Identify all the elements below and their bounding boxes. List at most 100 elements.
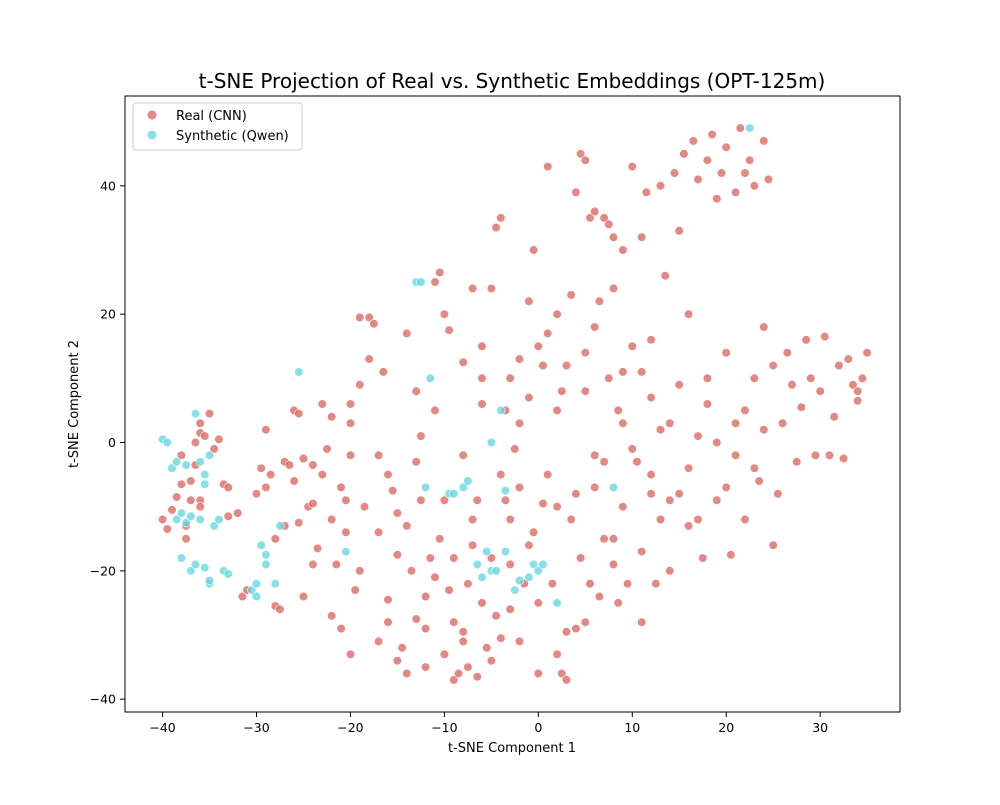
point-real-172 (665, 418, 675, 428)
point-synthetic-57 (552, 598, 562, 608)
point-real-79 (421, 623, 431, 634)
point-synthetic-14 (195, 457, 205, 467)
point-real-91 (453, 668, 464, 679)
point-real-62 (374, 527, 384, 537)
point-real-211 (796, 402, 807, 412)
point-real-101 (477, 341, 487, 351)
point-synthetic-27 (256, 540, 266, 550)
point-real-131 (557, 386, 567, 396)
plot-frame (124, 95, 901, 713)
y-tick-label: 0 (108, 435, 116, 450)
point-real-133 (561, 675, 572, 685)
point-real-192 (730, 187, 741, 197)
point-real-85 (439, 649, 450, 659)
point-real-65 (383, 470, 393, 480)
point-real-282 (439, 309, 450, 319)
point-real-84 (435, 267, 445, 278)
point-real-16 (200, 431, 210, 441)
point-synthetic-21 (214, 514, 224, 525)
point-real-264 (749, 463, 760, 473)
point-real-225 (862, 348, 872, 358)
point-real-218 (829, 412, 839, 422)
point-real-243 (505, 373, 515, 383)
point-real-214 (810, 450, 821, 460)
point-real-72 (402, 668, 412, 679)
point-synthetic-17 (200, 562, 210, 573)
point-synthetic-29 (261, 559, 271, 570)
point-real-280 (364, 354, 374, 364)
point-real-164 (641, 187, 652, 197)
point-real-141 (580, 348, 590, 358)
point-real-165 (646, 489, 656, 499)
point-synthetic-37 (425, 373, 435, 383)
point-real-36 (294, 409, 304, 419)
point-real-256 (430, 572, 440, 582)
point-synthetic-4 (172, 514, 182, 525)
point-real-96 (468, 283, 478, 294)
point-real-21 (223, 511, 233, 521)
point-real-179 (688, 136, 698, 146)
point-synthetic-36 (421, 482, 431, 493)
point-synthetic-26 (251, 579, 262, 589)
point-real-28 (261, 482, 271, 493)
point-real-103 (486, 656, 497, 666)
point-real-284 (514, 418, 525, 428)
point-real-249 (674, 380, 684, 390)
point-real-205 (768, 360, 778, 371)
point-real-61 (369, 319, 379, 329)
point-synthetic-48 (496, 405, 506, 416)
point-synthetic-52 (514, 575, 525, 586)
point-real-112 (505, 559, 515, 570)
point-real-160 (627, 341, 637, 351)
point-real-238 (740, 405, 750, 416)
point-real-229 (496, 470, 506, 480)
point-real-53 (345, 450, 356, 460)
point-real-100 (477, 598, 487, 608)
point-synthetic-3 (172, 457, 182, 467)
legend-label-real: Real (CNN) (176, 109, 247, 124)
point-real-73 (406, 566, 417, 576)
x-tick-label: 30 (812, 720, 828, 735)
point-real-142 (585, 579, 595, 589)
point-real-190 (721, 348, 731, 358)
point-real-80 (425, 553, 435, 563)
point-real-3 (172, 492, 182, 502)
point-real-153 (608, 559, 619, 570)
x-tick-label: 0 (534, 720, 542, 735)
point-real-5 (176, 479, 186, 489)
point-synthetic-9 (186, 566, 196, 576)
point-synthetic-59 (745, 123, 755, 133)
point-real-152 (608, 232, 619, 242)
point-synthetic-41 (463, 476, 473, 486)
point-real-74 (411, 614, 421, 624)
point-real-44 (317, 470, 327, 480)
point-synthetic-33 (341, 546, 351, 557)
point-real-189 (721, 142, 731, 152)
point-real-2 (167, 505, 177, 515)
point-real-157 (618, 502, 628, 512)
point-real-236 (683, 463, 694, 473)
point-real-67 (388, 486, 398, 496)
point-real-195 (740, 168, 750, 178)
point-real-56 (350, 585, 360, 595)
point-synthetic-13 (195, 514, 205, 525)
x-tick-label: −40 (149, 720, 175, 735)
point-real-66 (383, 595, 393, 605)
point-real-106 (491, 611, 501, 621)
x-tick-label: 10 (624, 720, 640, 735)
point-real-43 (313, 543, 323, 554)
point-synthetic-19 (204, 575, 215, 586)
point-real-244 (533, 341, 543, 351)
point-real-267 (345, 649, 356, 659)
chart-title: t-SNE Projection of Real vs. Synthetic E… (199, 69, 826, 93)
point-real-227 (449, 553, 459, 563)
point-real-202 (759, 322, 769, 332)
point-real-143 (585, 213, 595, 223)
point-synthetic-8 (181, 518, 191, 528)
point-real-102 (482, 643, 492, 653)
points-layer (158, 123, 872, 685)
point-real-132 (561, 627, 572, 637)
point-real-145 (590, 482, 600, 493)
point-real-52 (341, 527, 351, 537)
point-real-196 (740, 514, 750, 525)
